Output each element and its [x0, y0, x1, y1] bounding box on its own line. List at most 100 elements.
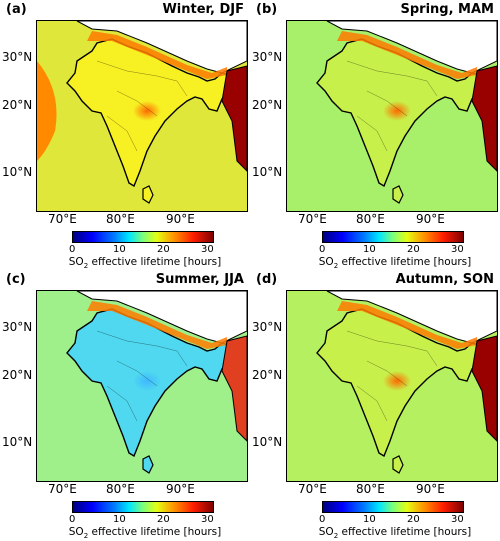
lon-tick-label: 90°E — [416, 212, 445, 226]
colorbar-label-subscript: 2 — [83, 532, 89, 541]
sri-lanka — [142, 185, 154, 204]
sri-lanka — [392, 455, 404, 474]
colorbar-tick-label: 10 — [363, 244, 376, 255]
himalaya-region — [76, 291, 247, 344]
panel-season-title: Autumn, SON — [395, 272, 494, 287]
panel-label: (a) — [6, 2, 27, 17]
colorbar-tick-label: 10 — [113, 514, 126, 525]
lat-tick-label: 20°N — [2, 98, 33, 112]
lat-tick-label: 20°N — [252, 368, 283, 382]
colorbar-label: SO2 effective lifetime [hours] — [40, 256, 250, 270]
lat-tick-label: 10°N — [252, 165, 283, 179]
colorbar — [322, 501, 464, 513]
lat-tick-label: 30°N — [2, 50, 33, 64]
lon-tick-label: 90°E — [416, 482, 445, 496]
colorbar-label-subscript: 2 — [333, 262, 339, 271]
colorbar-tick-label: 10 — [113, 244, 126, 255]
lon-tick-label: 70°E — [48, 212, 77, 226]
himalaya-foothills — [337, 301, 477, 349]
myanmar-region — [471, 335, 497, 442]
central-hotspot — [133, 371, 161, 391]
myanmar-region — [221, 65, 247, 172]
sri-lanka — [392, 185, 404, 204]
central-hotspot — [383, 101, 411, 121]
myanmar-region — [221, 335, 247, 442]
panel-label: (d) — [256, 272, 278, 287]
colorbar-tick-label: 0 — [319, 244, 326, 255]
sri-lanka — [142, 455, 154, 474]
colorbar-label: SO2 effective lifetime [hours] — [290, 256, 500, 270]
colorbar-label-subscript: 2 — [333, 532, 339, 541]
map-panel: (d) Autumn, SON 30°N 20°N 10°N 70°E 80°E 90°E 0 1… — [250, 270, 500, 540]
colorbar-tick-label: 20 — [407, 244, 420, 255]
colorbar-label: SO2 effective lifetime [hours] — [290, 526, 500, 540]
panel-season-title: Summer, JJA — [155, 272, 244, 287]
colorbar-tick-label: 0 — [69, 244, 76, 255]
himalaya-foothills — [87, 301, 227, 349]
map-panel: (c) Summer, JJA 30°N 20°N 10°N 70°E 80°E 90°E 0 1… — [0, 270, 250, 540]
colorbar — [72, 501, 214, 513]
state-boundaries — [346, 330, 438, 422]
colorbar-tick-label: 0 — [69, 514, 76, 525]
central-hotspot — [133, 101, 161, 121]
himalaya-region — [326, 291, 497, 344]
colorbar-tick-label: 20 — [157, 244, 170, 255]
lon-tick-label: 80°E — [356, 212, 385, 226]
lon-tick-label: 90°E — [166, 482, 195, 496]
colorbar-label-suffix: effective lifetime [hours] — [338, 526, 472, 538]
colorbar-label-prefix: SO — [318, 526, 334, 538]
himalaya-region — [76, 21, 247, 74]
himalaya-region — [326, 21, 497, 74]
colorbar-label-prefix: SO — [68, 256, 84, 268]
lon-tick-label: 80°E — [106, 212, 135, 226]
lon-tick-label: 90°E — [166, 212, 195, 226]
colorbar-label-suffix: effective lifetime [hours] — [88, 256, 222, 268]
lat-tick-label: 30°N — [2, 320, 33, 334]
colorbar — [72, 231, 214, 243]
map-panel: (b) Spring, MAM 30°N 20°N 10°N 70°E 80°E 90°E 0 1… — [250, 0, 500, 270]
panel-season-title: Spring, MAM — [400, 2, 495, 17]
lat-tick-label: 10°N — [2, 435, 33, 449]
colorbar-label-prefix: SO — [318, 256, 334, 268]
so2-lifetime-map — [286, 290, 498, 482]
colorbar-label-prefix: SO — [68, 526, 84, 538]
state-boundaries — [96, 330, 188, 422]
colorbar-label-suffix: effective lifetime [hours] — [88, 526, 222, 538]
colorbar — [322, 231, 464, 243]
state-boundaries — [346, 60, 438, 152]
west-coast-field — [37, 61, 57, 161]
colorbar-tick-label: 30 — [451, 244, 464, 255]
colorbar-label-suffix: effective lifetime [hours] — [338, 256, 472, 268]
lon-tick-label: 70°E — [48, 482, 77, 496]
colorbar-tick-label: 30 — [451, 514, 464, 525]
colorbar-tick-label: 0 — [319, 514, 326, 525]
panel-label: (c) — [6, 272, 26, 287]
so2-lifetime-map — [36, 290, 248, 482]
colorbar-tick-label: 10 — [363, 514, 376, 525]
lat-tick-label: 20°N — [252, 98, 283, 112]
panel-season-title: Winter, DJF — [162, 2, 244, 17]
lon-tick-label: 80°E — [356, 482, 385, 496]
lon-tick-label: 70°E — [298, 482, 327, 496]
lat-tick-label: 30°N — [252, 50, 283, 64]
lat-tick-label: 30°N — [252, 320, 283, 334]
state-boundaries — [96, 60, 188, 152]
central-hotspot — [383, 371, 411, 391]
colorbar-tick-label: 30 — [201, 244, 214, 255]
colorbar-tick-label: 20 — [157, 514, 170, 525]
lat-tick-label: 20°N — [2, 368, 33, 382]
myanmar-region — [471, 65, 497, 172]
lon-tick-label: 80°E — [106, 482, 135, 496]
lat-tick-label: 10°N — [252, 435, 283, 449]
lat-tick-label: 10°N — [2, 165, 33, 179]
colorbar-label: SO2 effective lifetime [hours] — [40, 526, 250, 540]
so2-lifetime-map — [286, 20, 498, 212]
so2-lifetime-map — [36, 20, 248, 212]
colorbar-tick-label: 30 — [201, 514, 214, 525]
map-panel: (a) Winter, DJF 30°N 20°N 10°N 70°E 80°E 90°E 0 1… — [0, 0, 250, 270]
colorbar-label-subscript: 2 — [83, 262, 89, 271]
himalaya-foothills — [337, 31, 477, 79]
himalaya-foothills — [87, 31, 227, 79]
lon-tick-label: 70°E — [298, 212, 327, 226]
panel-label: (b) — [256, 2, 278, 17]
